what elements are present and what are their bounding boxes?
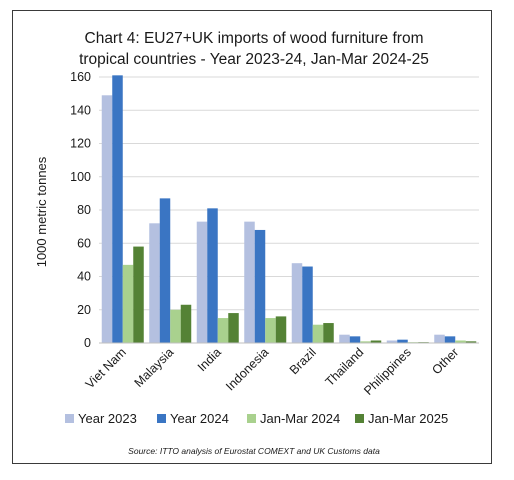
legend-label: Year 2023: [78, 411, 137, 426]
legend-swatch: [65, 414, 74, 423]
y-tick-label: 120: [70, 137, 91, 151]
chart-title-line-2: tropical countries - Year 2023-24, Jan-M…: [79, 51, 429, 68]
bar-year-2024-other: [444, 336, 456, 343]
x-tick-label: Indonesia: [223, 345, 271, 393]
x-tick-label: Other: [429, 345, 461, 377]
bar-jan-mar-2025-thailand: [370, 340, 382, 343]
x-tick-label: Viet Nam: [83, 345, 129, 391]
y-tick-label: 60: [77, 236, 91, 250]
bar-year-2023-brazil: [291, 263, 303, 343]
legend-swatch: [355, 414, 364, 423]
legend-item: Jan-Mar 2024: [247, 411, 340, 426]
bar-jan-mar-2024-brazil: [312, 324, 324, 343]
bar-year-2023-indonesia: [244, 221, 255, 343]
legend-label: Year 2024: [170, 411, 229, 426]
x-tick-label: India: [195, 345, 224, 374]
bar-jan-mar-2025-viet-nam: [133, 246, 144, 343]
chart-frame: Chart 4: EU27+UK imports of wood furnitu…: [12, 10, 492, 464]
bars: [101, 75, 477, 344]
bar-jan-mar-2025-malaysia: [180, 304, 192, 343]
legend-item: Jan-Mar 2025: [355, 411, 448, 426]
bar-year-2024-malaysia: [159, 198, 171, 343]
legend-swatch: [247, 414, 256, 423]
bar-jan-mar-2024-india: [217, 318, 229, 343]
y-tick-label: 80: [77, 203, 91, 217]
bar-jan-mar-2025-brazil: [323, 323, 334, 343]
y-tick-label: 160: [70, 70, 91, 84]
y-tick-label: 0: [84, 336, 91, 350]
source-note: Source: ITTO analysis of Eurostat COMEXT…: [128, 446, 380, 456]
bar-jan-mar-2024-other: [455, 340, 466, 343]
bar-jan-mar-2024-thailand: [360, 341, 371, 343]
legend-item: Year 2023: [65, 411, 137, 426]
bar-year-2023-philippines: [386, 340, 398, 343]
bar-year-2024-viet-nam: [112, 75, 123, 344]
bar-jan-mar-2024-malaysia: [170, 309, 181, 343]
bar-year-2024-thailand: [349, 336, 361, 343]
y-tick-label: 140: [70, 103, 91, 117]
legend-swatch: [157, 414, 166, 423]
x-tick-label: Philippines: [361, 345, 414, 398]
bar-jan-mar-2025-india: [228, 313, 239, 343]
bar-year-2023-thailand: [339, 334, 350, 343]
bar-year-2023-india: [196, 221, 208, 343]
y-tick-label: 40: [77, 270, 91, 284]
chart-title-line-1: Chart 4: EU27+UK imports of wood furnitu…: [85, 30, 424, 47]
bar-year-2024-indonesia: [254, 229, 266, 343]
bar-jan-mar-2025-other: [465, 341, 477, 343]
legend-label: Jan-Mar 2024: [260, 411, 340, 426]
bar-year-2024-india: [207, 208, 218, 343]
bar-year-2023-malaysia: [149, 223, 160, 343]
y-tick-label: 20: [77, 303, 91, 317]
chart-title: Chart 4: EU27+UK imports of wood furnitu…: [79, 30, 429, 68]
y-axis-label: 1000 metric tonnes: [34, 156, 49, 267]
x-axis-ticks: Viet Nam Malaysia India Indonesia Brazil Thai…: [83, 345, 462, 398]
bar-jan-mar-2024-viet-nam: [122, 264, 134, 343]
x-tick-label: Thailand: [323, 345, 367, 389]
chart: Chart 4: EU27+UK imports of wood furnitu…: [34, 30, 479, 456]
legend: Year 2023 Year 2024 Jan-Mar 2024 Jan-Mar 20…: [65, 411, 448, 426]
bar-jan-mar-2024-indonesia: [265, 318, 276, 343]
legend-item: Year 2024: [157, 411, 229, 426]
x-tick-label: Malaysia: [132, 345, 177, 390]
y-axis-ticks: 0 20 40 60 80 100 120 140 160: [70, 70, 91, 350]
legend-label: Jan-Mar 2025: [368, 411, 448, 426]
bar-year-2023-viet-nam: [101, 95, 113, 343]
bar-year-2024-philippines: [397, 339, 408, 343]
bar-year-2024-brazil: [302, 266, 313, 343]
y-tick-label: 100: [70, 170, 91, 184]
bar-year-2023-other: [434, 334, 445, 343]
bar-jan-mar-2025-indonesia: [275, 316, 287, 343]
x-tick-label: Brazil: [287, 345, 319, 377]
